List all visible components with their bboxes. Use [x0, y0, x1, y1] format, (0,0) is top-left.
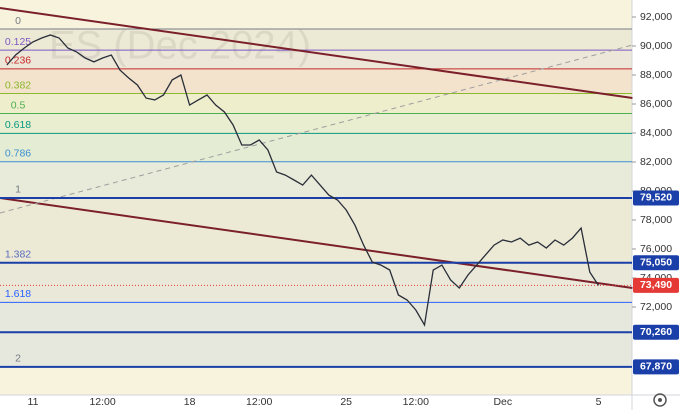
fib-band [0, 133, 632, 162]
x-tick-label: 25 [340, 396, 352, 408]
trendline [0, 197, 633, 289]
fib-label: 1.382 [5, 248, 31, 260]
y-tick-label: 90,000 [640, 40, 672, 52]
fib-label: 0.5 [11, 99, 26, 111]
fib-band [0, 50, 632, 69]
fib-label: 0.786 [5, 148, 31, 160]
fib-band [0, 93, 632, 114]
x-tick-label: 12:00 [403, 396, 429, 408]
price-badge-label: 75,050 [640, 257, 672, 269]
x-tick-label: 18 [184, 396, 196, 408]
fib-label: 0.382 [5, 79, 31, 91]
trendline [0, 7, 633, 99]
price-badge-label: 73,490 [640, 279, 672, 291]
fib-band [0, 197, 632, 263]
fib-label: 2 [15, 353, 21, 365]
y-tick-label: 72,000 [640, 301, 672, 313]
price-badge-label: 79,520 [640, 192, 672, 204]
fib-label: 1.618 [5, 288, 31, 300]
y-tick-label: 92,000 [640, 11, 672, 23]
x-tick-label: 5 [596, 396, 602, 408]
price-badge [633, 277, 679, 293]
price-badge-label: 67,870 [640, 361, 672, 373]
fib-band [0, 262, 632, 303]
fib-band [0, 302, 632, 367]
y-tick-label: 82,000 [640, 156, 672, 168]
fib-label: 0 [15, 15, 21, 27]
price-badge [633, 190, 679, 206]
trendline [0, 44, 633, 214]
price-badge [633, 324, 679, 340]
y-tick-label: 86,000 [640, 98, 672, 110]
price-line-series [6, 34, 600, 327]
x-tick-label: 12:00 [246, 396, 272, 408]
y-tick-label: 78,000 [640, 214, 672, 226]
x-tick-label: 12:00 [89, 396, 115, 408]
fib-band [0, 68, 632, 94]
x-tick-label: 11 [28, 396, 39, 408]
x-tick-label: Dec [493, 396, 512, 408]
y-tick-label: 84,000 [640, 127, 672, 139]
y-tick-label: 76,000 [640, 243, 672, 255]
fib-band [0, 113, 632, 134]
fib-band [0, 29, 632, 51]
price-badge [633, 255, 679, 271]
settings-icon[interactable] [653, 393, 667, 407]
price-badge [633, 359, 679, 375]
fib-label: 0.618 [5, 119, 31, 131]
fib-label: 0.125 [5, 36, 31, 48]
fib-label: 1 [15, 184, 21, 196]
time-axis [0, 395, 632, 410]
y-tick-label: 88,000 [640, 69, 672, 81]
fib-label: 0.236 [5, 55, 31, 67]
price-badge-label: 70,260 [640, 326, 672, 338]
watermark: ES (Dec 2024) [49, 24, 311, 68]
